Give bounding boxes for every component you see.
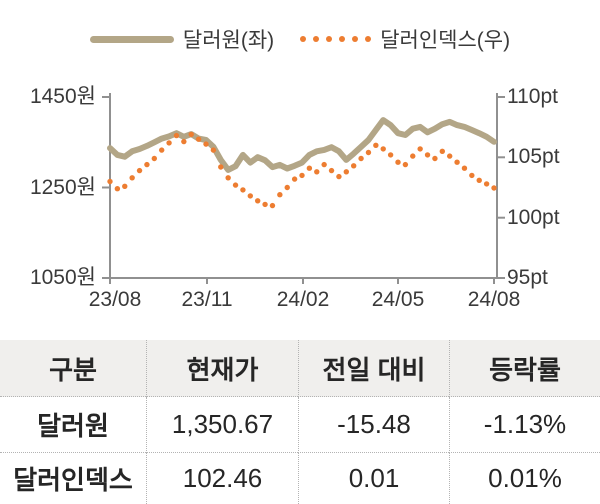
plot-area: [102, 93, 505, 284]
dollarindex-series-dot: [254, 198, 261, 204]
right-axis-tick-105: 105pt: [507, 145, 560, 168]
dollarindex-series-dot: [122, 183, 128, 189]
dollarindex-series-dot: [188, 131, 194, 138]
dollarindex-series-dot: [107, 178, 113, 185]
dollarindex-series-dot: [491, 185, 497, 191]
dollarindex-series-dot: [483, 181, 490, 187]
x-axis-tick-2402: 24/02: [276, 288, 330, 311]
row-dollarindex-change: 0.01: [298, 453, 449, 504]
left-axis-tick-1450: 1450원: [29, 85, 96, 108]
dollarindex-series-dot: [410, 153, 416, 159]
dollar-chart: 달러원(좌) 달러인덱스(우) 1450원 1250원 1050원 110pt …: [0, 24, 600, 311]
right-axis-tick-110: 110pt: [507, 85, 558, 108]
dollarindex-series-dot: [240, 187, 246, 193]
dollarindex-series-dot: [328, 167, 335, 174]
legend-item-dollarindex: 달러인덱스(우): [300, 24, 510, 54]
dollarindex-series-dot: [387, 152, 394, 158]
table-header-gubun: 구분: [0, 340, 146, 397]
legend-label-dollarindex: 달러인덱스(우): [380, 29, 511, 52]
row-dollarindex-label: 달러인덱스: [13, 465, 133, 495]
dollarindex-series-dot: [439, 148, 446, 154]
dollarindex-series-dot: [218, 164, 224, 170]
dollarindex-dots-swatch: [300, 36, 372, 42]
series-layer: [107, 117, 497, 209]
dollarindex-series-dot: [114, 186, 121, 192]
dollarindex-series-dot: [417, 146, 423, 152]
dollarindex-series-dot: [262, 201, 268, 208]
dollarindex-series-dot: [343, 169, 350, 175]
usdkrw-series-line: [107, 117, 497, 173]
row-usdkrw-change: -15.48: [298, 397, 449, 453]
dollarindex-series-dot: [336, 173, 342, 180]
dollarindex-series-dot: [144, 161, 150, 168]
dollarindex-series-dot: [380, 146, 386, 152]
row-usdkrw-pct: -1.13%: [449, 397, 600, 453]
usdkrw-line-swatch: [89, 35, 174, 43]
x-axis-tick-2308: 23/08: [88, 288, 142, 311]
dollarindex-series-dot: [306, 165, 313, 171]
table-header-price: 현재가: [146, 340, 298, 397]
chart-legend: 달러원(좌) 달러인덱스(우): [0, 24, 600, 54]
row-dollarindex-pct: 0.01%: [449, 453, 600, 504]
x-axis-tick-2405: 24/05: [371, 288, 425, 311]
dollarindex-series-dot: [203, 141, 209, 147]
dollarindex-series-dot: [454, 159, 460, 165]
dollarindex-series-dot: [210, 147, 217, 153]
row-usdkrw-price: 1,350.67: [146, 397, 298, 453]
dollarindex-series-dot: [461, 165, 468, 171]
dollarindex-series-dot: [424, 152, 431, 158]
x-axis-tick-2408: 24/08: [467, 288, 521, 311]
dollarindex-series-dot: [469, 172, 475, 179]
dollarindex-series-dot: [166, 140, 172, 146]
dollarindex-series-dot: [321, 161, 327, 168]
dollarindex-series-dot: [365, 149, 372, 156]
row-dollarindex-price: 102.46: [146, 453, 298, 504]
table-header-change: 전일 대비: [298, 340, 449, 397]
dollarindex-series-dot: [299, 172, 305, 179]
dollarindex-series-dot: [129, 175, 135, 181]
dollarindex-series-dot: [395, 159, 401, 165]
right-axis-tick-100: 100pt: [507, 206, 560, 229]
dollarindex-series-dot: [225, 175, 231, 181]
dollarindex-series-dot: [232, 182, 239, 188]
dollarindex-series-dot: [151, 155, 158, 162]
dollarindex-series-dot: [358, 155, 364, 162]
dollarindex-series-dot: [446, 153, 453, 159]
dollarindex-series-dot: [277, 192, 283, 198]
legend-item-usdkrw: 달러원(좌): [89, 24, 275, 54]
row-usdkrw-label: 달러원: [0, 397, 146, 453]
right-axis-tick-95: 95pt: [507, 266, 548, 289]
dollarindex-series-dot: [432, 155, 438, 162]
dollarindex-series-dot: [181, 138, 187, 145]
quote-table: 구분 현재가 전일 대비 등락률 달러원 1,350.67 -15.48 -1.…: [0, 340, 600, 504]
axes: [102, 93, 505, 284]
dollarindex-series-dot: [269, 202, 276, 209]
dollarindex-series-dot: [247, 193, 254, 199]
dollarindex-series-dot: [314, 169, 320, 175]
dollarindex-series-dot: [173, 132, 180, 139]
left-axis-tick-1250: 1250원: [29, 176, 96, 199]
table-header-pct: 등락률: [449, 340, 600, 397]
dollarindex-series-dot: [195, 136, 202, 142]
x-axis-tick-2311: 23/11: [181, 288, 233, 311]
dollarindex-series-dot: [350, 163, 357, 169]
left-axis-tick-1050: 1050원: [29, 266, 96, 289]
dollarindex-series-dot: [291, 176, 298, 182]
dollarindex-series-dot: [158, 147, 165, 153]
dollarindex-series-dot: [402, 161, 409, 168]
dollarindex-series-dot: [373, 142, 379, 148]
dollarindex-series-dot: [136, 167, 143, 174]
dollarindex-series-dot: [284, 184, 290, 191]
legend-label-usdkrw: 달러원(좌): [182, 29, 275, 52]
dollarindex-series-dot: [476, 177, 482, 183]
